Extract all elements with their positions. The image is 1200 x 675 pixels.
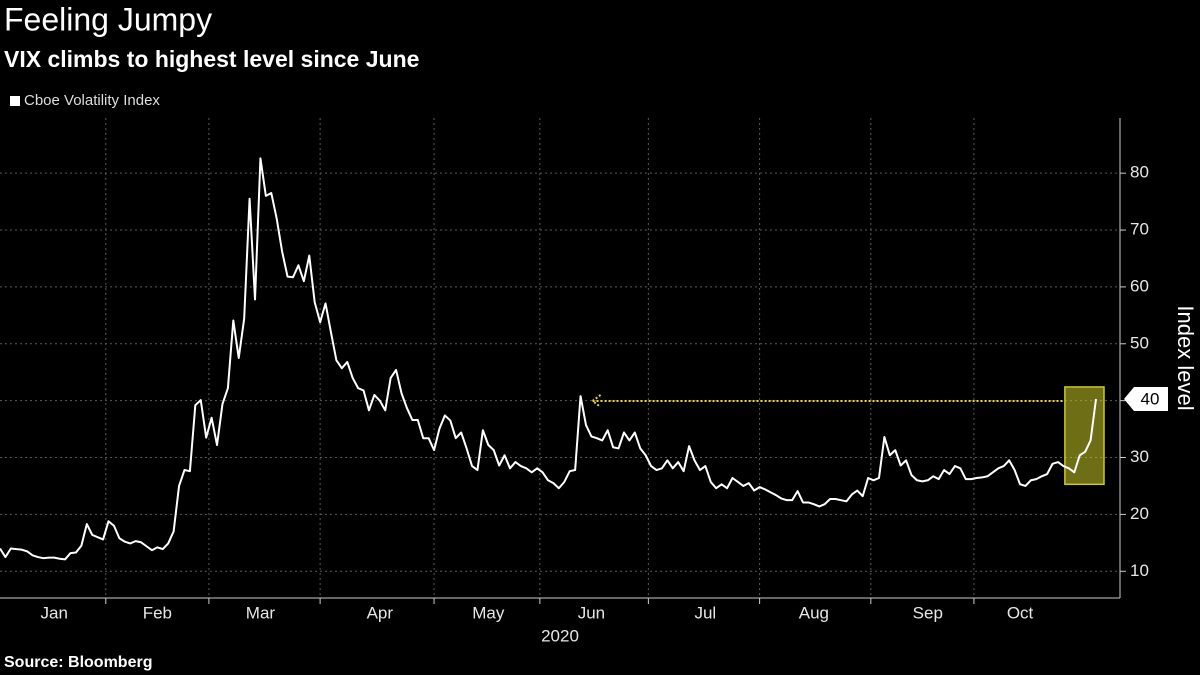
legend-swatch [10,96,20,106]
line-series [0,157,1097,561]
chart-title: Feeling Jumpy [4,1,212,37]
highlight-box [1064,386,1105,486]
x-axis-label: 2020 [541,626,579,645]
x-tick-label: Feb [143,603,172,622]
end-label: 40 [1141,389,1160,408]
y-axis-label: Index level [1173,305,1198,410]
y-tick-label: 50 [1130,333,1149,352]
x-tick-label: Mar [246,603,276,622]
end-label-box [1124,386,1168,411]
y-tick-label: 20 [1130,504,1149,523]
annotation-arrowhead [590,394,602,408]
x-tick-label: Jun [578,603,605,622]
y-tick-label: 70 [1130,220,1149,239]
y-tick-label: 30 [1130,447,1149,466]
legend-label: Cboe Volatility Index [24,92,160,109]
x-tick-label: Aug [799,603,829,622]
x-tick-label: Oct [1007,603,1034,622]
source: Source: Bloomberg [4,654,152,671]
x-tick-label: Apr [367,603,394,622]
y-tick-label: 80 [1130,163,1149,182]
y-tick-label: 10 [1130,561,1149,580]
x-tick-label: Sep [913,603,943,622]
y-tick-label: 60 [1130,276,1149,295]
x-tick-label: May [472,603,505,622]
x-tick-label: Jan [41,603,68,622]
x-tick-label: Jul [694,603,716,622]
chart-subtitle: VIX climbs to highest level since June [4,46,419,72]
